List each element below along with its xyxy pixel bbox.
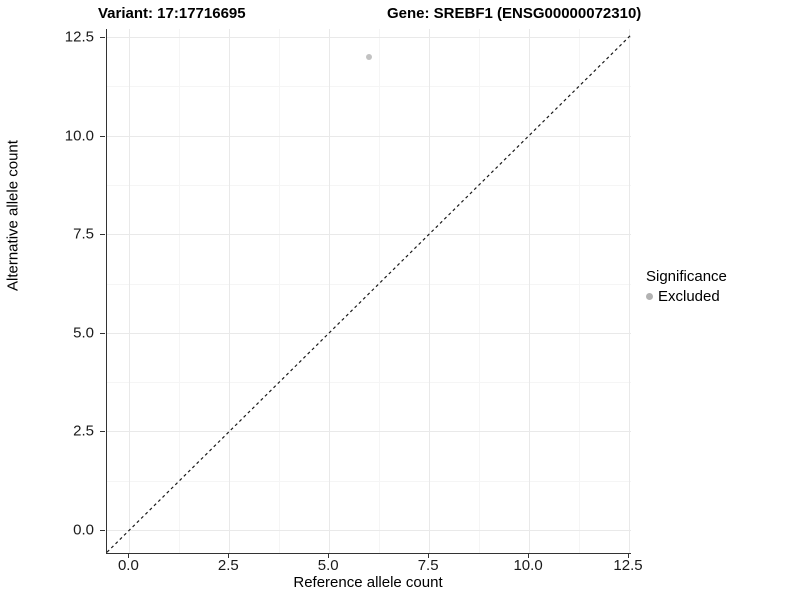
y-tick-mark <box>100 530 105 532</box>
grid-major-x <box>229 29 231 553</box>
x-tick-mark <box>228 553 230 558</box>
grid-major-x <box>629 29 630 553</box>
grid-minor-x <box>379 29 381 553</box>
y-tick-label: 10.0 <box>64 127 94 145</box>
grid-major-x <box>329 29 331 553</box>
x-tick-mark <box>128 553 130 558</box>
x-tick-mark <box>428 553 430 558</box>
grid-major-y <box>107 36 631 38</box>
grid-major-x <box>129 29 131 553</box>
grid-major-x <box>429 29 431 553</box>
legend-item-label: Excluded <box>658 288 720 305</box>
grid-major-y <box>107 135 631 137</box>
y-tick-mark <box>100 135 105 137</box>
y-tick-label: 5.0 <box>73 324 94 342</box>
legend-items: Excluded <box>646 288 727 305</box>
y-tick-label: 7.5 <box>73 225 94 243</box>
x-tick-label: 5.0 <box>317 557 339 574</box>
y-tick-mark <box>100 332 105 334</box>
variant-title: Variant: 17:17716695 <box>98 5 246 22</box>
grid-minor-y <box>107 382 631 384</box>
grid-minor-y <box>107 184 631 186</box>
grid-minor-x <box>579 29 581 553</box>
legend-title: Significance <box>646 268 727 285</box>
legend-item: Excluded <box>646 288 727 305</box>
x-axis-label: Reference allele count <box>293 574 443 591</box>
x-tick-mark <box>528 553 530 558</box>
grid-major-x <box>529 29 531 553</box>
plot-panel <box>106 29 631 554</box>
x-tick-label: 7.5 <box>417 557 439 574</box>
y-tick-mark <box>100 36 105 38</box>
grid-major-y <box>107 234 631 236</box>
y-tick-label: 0.0 <box>73 521 94 539</box>
grid-major-y <box>107 431 631 433</box>
grid-minor-y <box>107 86 631 88</box>
grid-major-y <box>107 530 631 532</box>
legend: Significance Excluded <box>646 268 727 305</box>
legend-point-icon <box>646 293 653 300</box>
x-tick-mark <box>628 553 629 558</box>
x-tick-mark <box>328 553 330 558</box>
grid-minor-y <box>107 283 631 285</box>
y-tick-label: 12.5 <box>64 28 94 46</box>
grid-major-y <box>107 332 631 334</box>
x-tick-label: 10.0 <box>513 557 543 574</box>
gene-title: Gene: SREBF1 (ENSG00000072310) <box>387 5 642 22</box>
data-point <box>366 53 373 60</box>
y-tick-mark <box>100 234 105 236</box>
x-tick-label: 2.5 <box>217 557 239 574</box>
y-tick-label: 2.5 <box>73 422 94 440</box>
grid-minor-y <box>107 480 631 482</box>
grid-minor-x <box>479 29 481 553</box>
grid-minor-x <box>279 29 281 553</box>
x-tick-label: 12.5 <box>613 557 643 574</box>
grid-minor-x <box>179 29 181 553</box>
x-tick-label: 0.0 <box>117 557 139 574</box>
y-tick-mark <box>100 431 105 433</box>
identity-line <box>107 34 631 553</box>
